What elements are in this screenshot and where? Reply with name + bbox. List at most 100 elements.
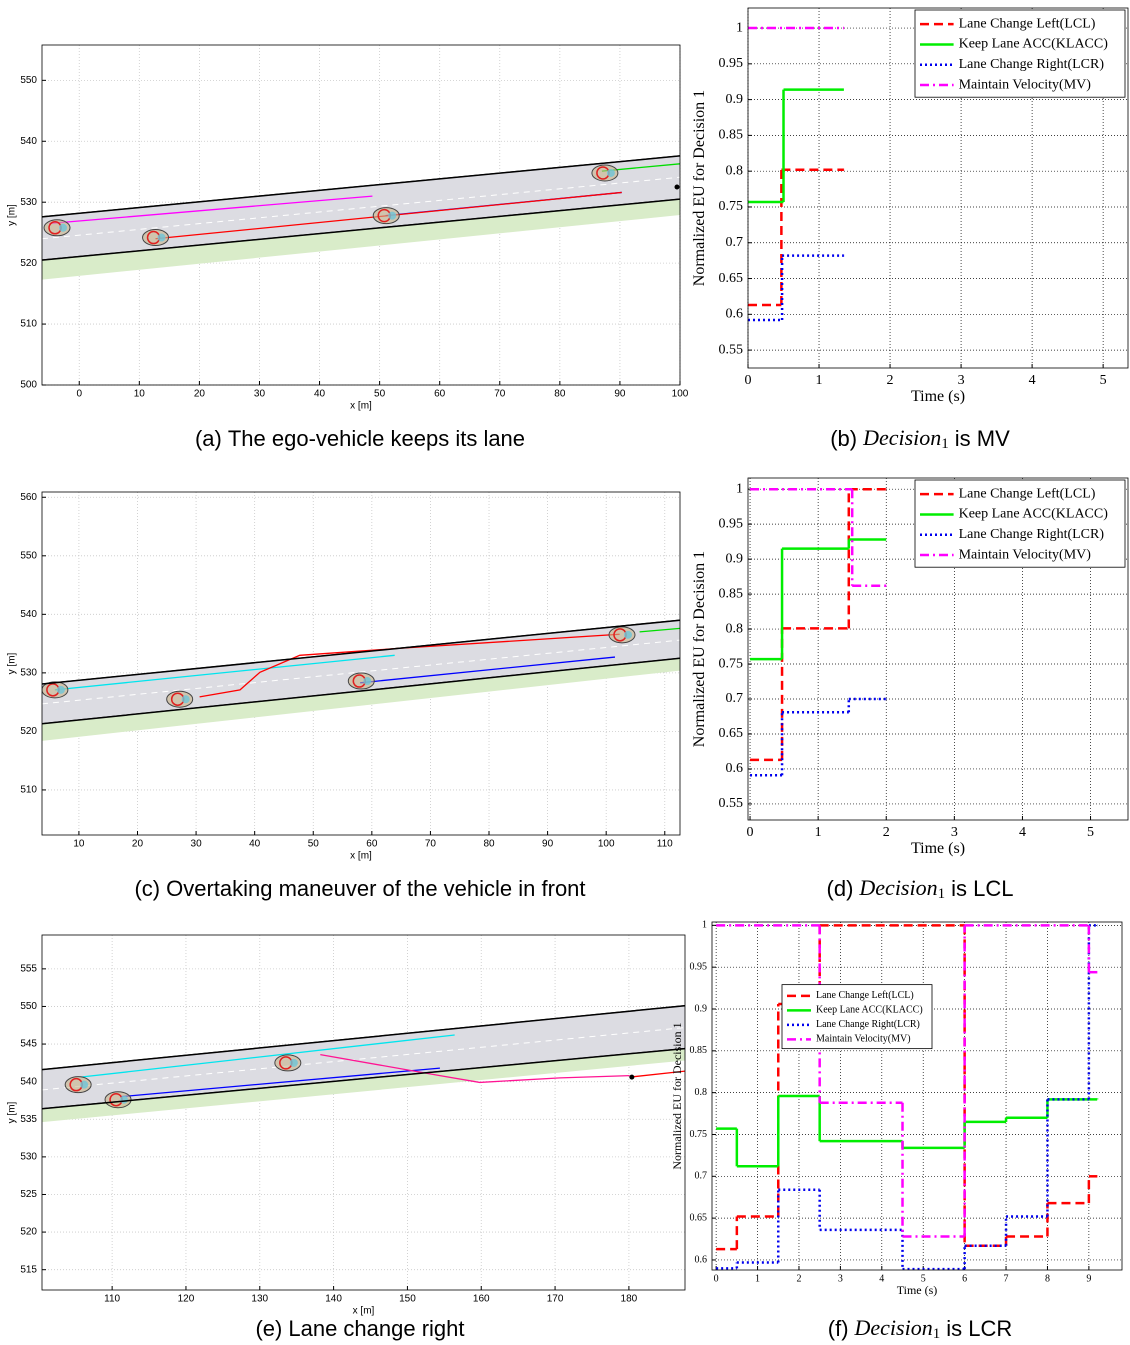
caption-part: Decision (854, 1315, 933, 1340)
y-tick-label: 535 (20, 1114, 37, 1125)
x-tick-label: 1 (755, 1273, 760, 1284)
panel: 0 1 2 3 4 5 0.55 0.6 0.65 0.7 0.75 0.8 0.85 0.9 0.95 1 L… (691, 7, 1129, 452)
x-tick-label: 30 (191, 839, 203, 850)
y-tick-label: 0.75 (719, 199, 744, 214)
legend-label: Keep Lane ACC(KLACC) (959, 507, 1109, 522)
x-tick-label: 180 (621, 1294, 638, 1305)
y-tick-label: 0.75 (690, 1129, 708, 1140)
x-tick-label: 5 (1087, 825, 1094, 840)
y-tick-label: 0.8 (695, 1087, 708, 1098)
x-tick-label: 140 (325, 1294, 342, 1305)
x-tick-label: 70 (425, 839, 437, 850)
x-tick-label: 3 (958, 373, 965, 388)
y-tick-label: 0.7 (695, 1171, 708, 1182)
vehicle-wheel (181, 695, 190, 704)
x-tick-label: 120 (178, 1294, 195, 1305)
x-tick-label: 30 (254, 389, 266, 400)
vehicle-wheel (59, 223, 68, 232)
road-edge (42, 198, 680, 261)
y-tick-label: 1 (736, 20, 743, 35)
y-tick-label: 560 (20, 492, 37, 503)
path-line (629, 1070, 685, 1078)
x-tick-label: 40 (249, 839, 261, 850)
caption: (e) Lane change right (255, 1316, 464, 1341)
caption-part: is LCL (951, 876, 1013, 901)
y-tick-label: 550 (20, 1001, 37, 1012)
caption-part: Lane change right (288, 1316, 464, 1341)
y-tick-label: 0.65 (690, 1212, 708, 1223)
road-edge (42, 619, 680, 685)
path-line (120, 1067, 440, 1098)
caption: (b) Decision1 is MV (830, 425, 1010, 452)
x-tick-label: 20 (132, 839, 144, 850)
y-tick-label: 520 (20, 1227, 37, 1238)
x-tick-label: 4 (1019, 825, 1026, 840)
legend-label: Lane Change Right(LCR) (959, 57, 1105, 72)
plot-body (42, 155, 680, 280)
caption-part: Overtaking maneuver of the vehicle in fr… (166, 876, 585, 901)
x-tick-label: 2 (887, 373, 894, 388)
x-tick-label: 3 (838, 1273, 843, 1284)
legend-label: Lane Change Right(LCR) (959, 527, 1105, 542)
path-line (49, 195, 373, 225)
y-tick-label: 0.7 (726, 691, 744, 706)
x-tick-label: 1 (815, 825, 822, 840)
caption-part: (c) (134, 876, 160, 901)
path-line (42, 669, 680, 741)
plot-body (42, 619, 680, 741)
caption-part: (d) (827, 876, 854, 901)
point (674, 184, 680, 190)
y-tick-label: 540 (20, 1076, 37, 1087)
y-tick-label: 520 (20, 726, 37, 737)
legend-label: Maintain Velocity(MV) (816, 1034, 911, 1045)
path-line (320, 1053, 630, 1084)
lane-fill (42, 199, 680, 279)
x-tick-label: 2 (796, 1273, 801, 1284)
y-tick-label: 545 (20, 1039, 37, 1050)
path-line (42, 1059, 685, 1123)
x-axis-label: x [m] (350, 401, 372, 412)
y-tick-label: 0.85 (719, 586, 744, 601)
plot-body (750, 487, 887, 777)
legend-label: Maintain Velocity(MV) (959, 547, 1092, 562)
y-tick-label: 0.9 (726, 92, 744, 107)
y-tick-label: 0.85 (690, 1045, 708, 1056)
y-tick-label: 0.8 (726, 163, 744, 178)
x-tick-label: 100 (672, 389, 689, 400)
x-tick-label: 60 (434, 389, 446, 400)
y-tick-label: 530 (20, 197, 37, 208)
y-tick-label: 0.9 (695, 1003, 708, 1014)
road-edge (42, 1047, 685, 1110)
caption-part: Decision (862, 425, 941, 450)
plot-frame (41, 934, 686, 1291)
y-tick-label: 550 (20, 75, 37, 86)
x-tick-label: 170 (547, 1294, 564, 1305)
lane-fill (42, 1048, 685, 1122)
y-tick-label: 0.95 (719, 516, 744, 531)
y-tick-label: 540 (20, 609, 37, 620)
x-tick-label: 10 (73, 839, 85, 850)
caption-part: (a) (195, 426, 222, 451)
x-tick-label: 10 (134, 389, 146, 400)
y-axis-label: y [m] (7, 652, 18, 674)
path-line (199, 633, 620, 698)
vehicle-wheel (80, 1080, 89, 1089)
path-line (42, 176, 680, 240)
caption-part: (e) (255, 1316, 282, 1341)
y-tick-label: 510 (20, 319, 37, 330)
y-tick-label: 0.6 (695, 1254, 708, 1265)
y-tick-label: 530 (20, 668, 37, 679)
x-axis-label: Time (s) (911, 840, 965, 857)
x-tick-label: 150 (399, 1294, 416, 1305)
y-tick-label: 0.75 (719, 656, 744, 671)
plot-frame (747, 7, 1129, 369)
caption-part: (b) (830, 426, 857, 451)
x-tick-label: 20 (194, 389, 206, 400)
path-line (54, 654, 395, 691)
lane-fill (42, 658, 680, 741)
caption: (c) Overtaking maneuver of the vehicle in… (134, 876, 585, 901)
plot-frame (41, 44, 681, 386)
plot-frame (747, 477, 1129, 821)
x-tick-label: 90 (542, 839, 554, 850)
